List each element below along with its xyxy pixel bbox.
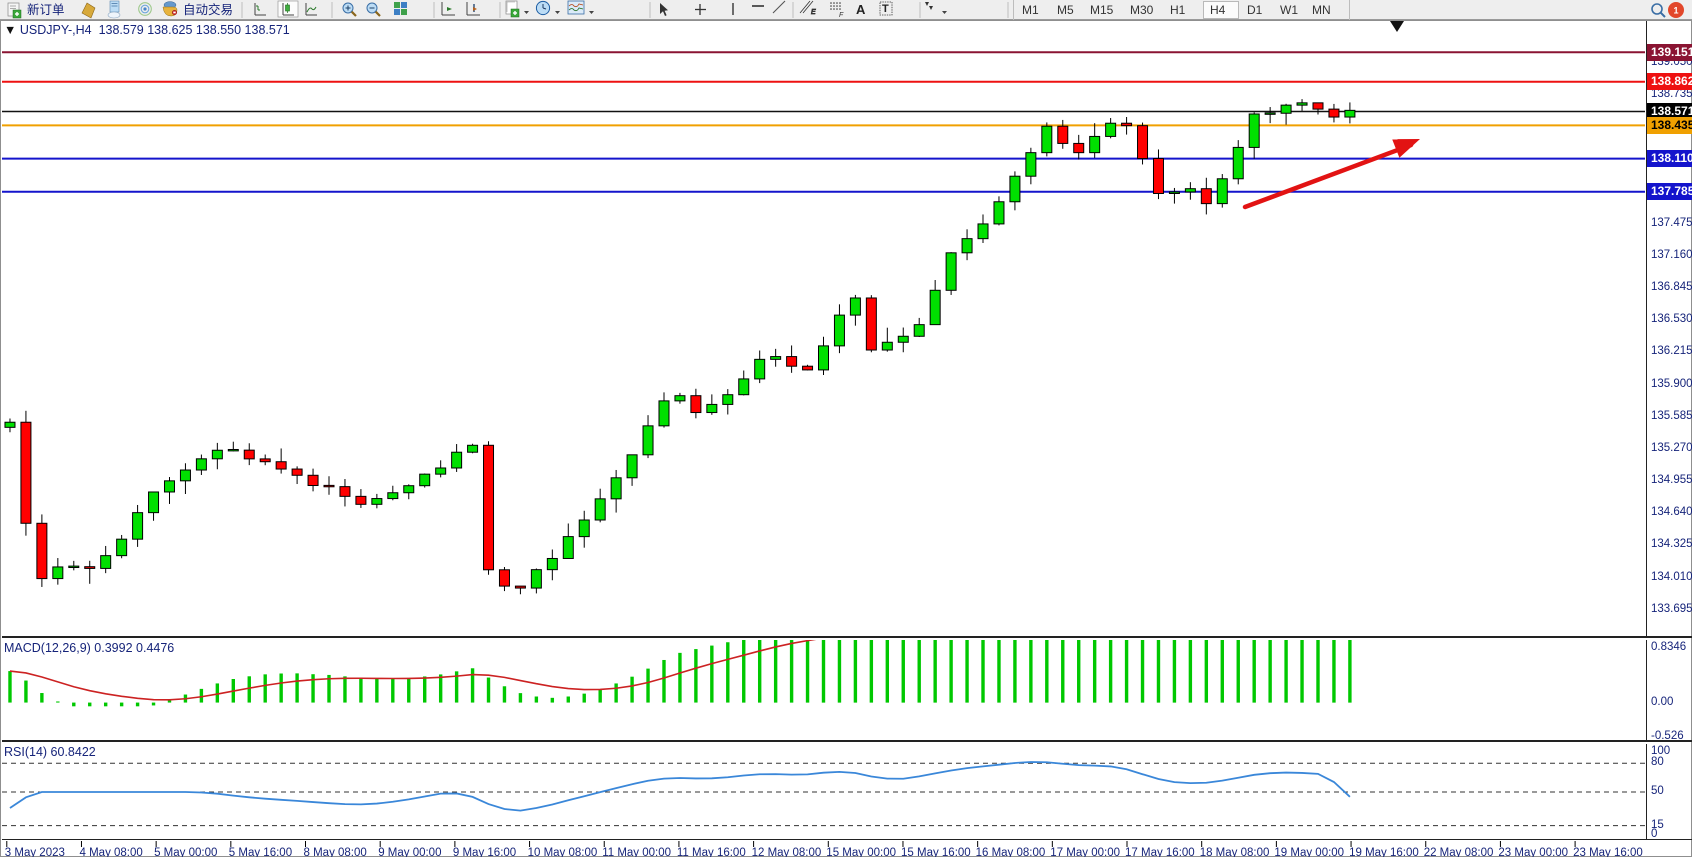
svg-text:新订单: 新订单 bbox=[27, 2, 65, 17]
svg-text:F: F bbox=[839, 12, 844, 19]
svg-text:T: T bbox=[882, 3, 889, 15]
svg-text:A: A bbox=[856, 2, 866, 17]
svg-text:1: 1 bbox=[1673, 6, 1678, 16]
svg-text:E: E bbox=[811, 9, 816, 16]
svg-text:自动交易: 自动交易 bbox=[183, 2, 233, 17]
